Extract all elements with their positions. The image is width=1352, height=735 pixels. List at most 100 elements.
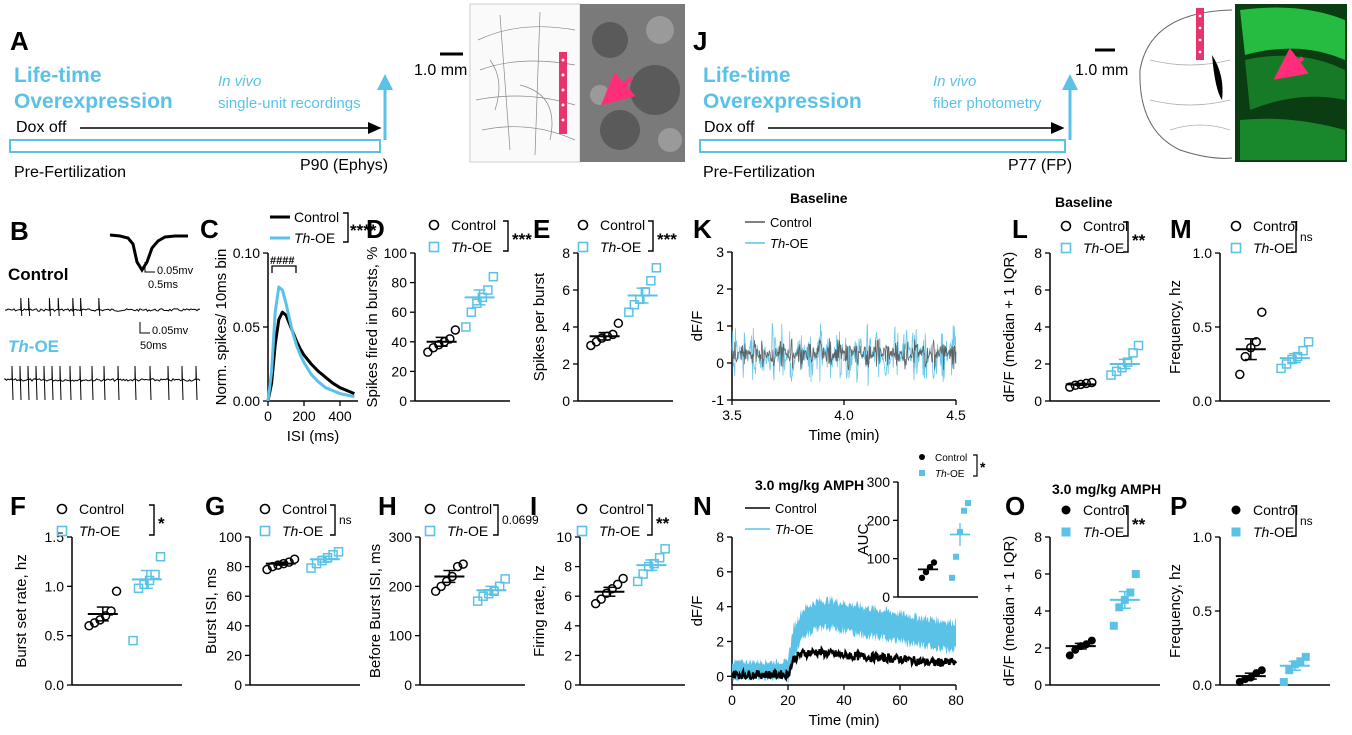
panel-a-title-1: Life-time [14, 64, 102, 87]
O-ytick-label: 6 [1034, 566, 1042, 582]
D-ytick-label: 0 [399, 393, 407, 409]
panel-f-letter: F [10, 491, 26, 521]
panel-c-letter: C [200, 214, 219, 244]
L-title: Baseline [1055, 194, 1113, 210]
N-xtick-label: 40 [836, 692, 852, 708]
chart-i: I 0 2 4 6 8 10 Firing rate, hz Control Th-OE ** [530, 491, 685, 693]
L-sig-bracket [1123, 221, 1129, 253]
O-point-oe [1131, 570, 1140, 578]
O-legend-oe: Th-OE [1083, 524, 1124, 540]
F-legend-control: Control [79, 501, 124, 517]
G-legend-oe-marker [259, 525, 271, 537]
I-ytick-label: 10 [556, 529, 572, 545]
H-point-control [430, 586, 441, 597]
P-sig: ns [1300, 514, 1313, 528]
L-point-oe [1122, 357, 1133, 367]
C-sig-bracket [343, 212, 349, 243]
Ni-point-oe [961, 507, 967, 514]
O-sig: ** [1132, 515, 1146, 534]
N-title: 3.0 mg/kg AMPH [755, 477, 864, 493]
C-annotation: #### [270, 255, 294, 267]
L-point-oe [1133, 340, 1144, 351]
F-point-control [84, 621, 94, 631]
O-point-oe [1109, 621, 1118, 630]
panel-g-letter: G [205, 491, 225, 521]
M-legend-oe: Th-OE [1253, 240, 1294, 256]
I-point-oe [638, 569, 648, 579]
scale2-v: 0.05mv [152, 325, 189, 337]
L-legend-control: Control [1083, 218, 1128, 234]
Ni-point-control [930, 559, 938, 566]
K-ytick-label: 2 [716, 281, 724, 297]
C-xtick-label: 200 [292, 408, 316, 424]
panel-a-dox: Dox off [16, 119, 67, 136]
L-ylabel: dF/F (median + 1 IQR) [1001, 252, 1018, 402]
I-ytick-label: 0 [564, 677, 572, 693]
H-ylabel: Before Burst ISI, ms [367, 544, 384, 678]
G-ytick-label: 40 [226, 618, 242, 634]
D-ytick-label: 80 [391, 275, 407, 291]
O-legend-oe-marker [1061, 527, 1071, 537]
E-legend-control-marker [577, 219, 589, 231]
D-sig-bracket [503, 220, 509, 252]
M-ytick-label: 1.0 [1193, 245, 1213, 261]
N-xtick-label: 20 [780, 692, 796, 708]
D-ytick-label: 100 [384, 245, 408, 261]
D-point-oe [472, 298, 482, 309]
D-ytick-label: 40 [391, 334, 407, 350]
E-ytick-label: 2 [562, 356, 570, 372]
K-ytick-label: 3 [716, 244, 724, 260]
fiber-track [1196, 8, 1204, 60]
D-sig: *** [512, 230, 532, 249]
D-legend-oe-marker [428, 241, 440, 253]
panel-j-dox: Dox off [704, 119, 755, 136]
H-point-control [458, 559, 468, 569]
C-series-control [266, 310, 355, 402]
C-series-oe [266, 285, 355, 402]
M-legend-oe-marker [1230, 242, 1242, 254]
H-point-oe [472, 596, 483, 606]
M-sig: ns [1300, 230, 1313, 244]
I-ytick-label: 4 [564, 618, 572, 634]
scale1-t: 0.5ms [148, 279, 178, 291]
electrode-track [559, 52, 567, 134]
K-xtick-label: 4.0 [834, 407, 854, 423]
C-legend-control: Control [294, 209, 339, 225]
G-sig: ns [339, 513, 352, 527]
O-sig-bracket [1123, 505, 1129, 537]
P-sig-bracket [1291, 505, 1297, 537]
G-point-oe [328, 550, 338, 560]
D-ytick-label: 60 [391, 304, 407, 320]
G-point-control [262, 564, 272, 575]
timeline-bar [9, 139, 381, 153]
I-point-oe [654, 552, 665, 563]
Ni-legend-control-marker [919, 454, 925, 460]
panel-i-letter: I [530, 491, 537, 521]
L-legend-oe-marker [1060, 242, 1072, 254]
N-ytick-label: 0 [716, 668, 724, 684]
O-point-control [1087, 636, 1096, 645]
O-point-control [1065, 651, 1074, 660]
I-point-control [590, 598, 601, 609]
panel-a-invivo: In vivo [218, 73, 261, 90]
H-sig-bracket [493, 504, 499, 536]
O-ylabel: dF/F (median + 1 IQR) [1001, 536, 1018, 686]
L-ytick-label: 8 [1034, 245, 1042, 261]
D-ytick-label: 20 [391, 363, 407, 379]
E-point-control [608, 329, 618, 340]
Ni-sig-bracket [973, 454, 978, 477]
P-ylabel: Frequency, hz [1167, 564, 1184, 658]
H-point-control [452, 561, 463, 572]
C-ylabel: Norm. spikes/ 10ms bin [213, 249, 230, 406]
N-ytick-label: 8 [716, 529, 724, 545]
D-point-oe [466, 307, 477, 317]
panel-h-letter: H [378, 491, 397, 521]
E-point-control [597, 333, 607, 343]
O-legend-control-marker [1061, 505, 1071, 515]
C-xtick-label: 400 [328, 408, 352, 424]
panel-j-invivo: In vivo [933, 73, 976, 90]
N-xtick-label: 80 [948, 692, 964, 708]
M-point-control [1251, 337, 1262, 347]
E-sig: *** [657, 230, 677, 249]
